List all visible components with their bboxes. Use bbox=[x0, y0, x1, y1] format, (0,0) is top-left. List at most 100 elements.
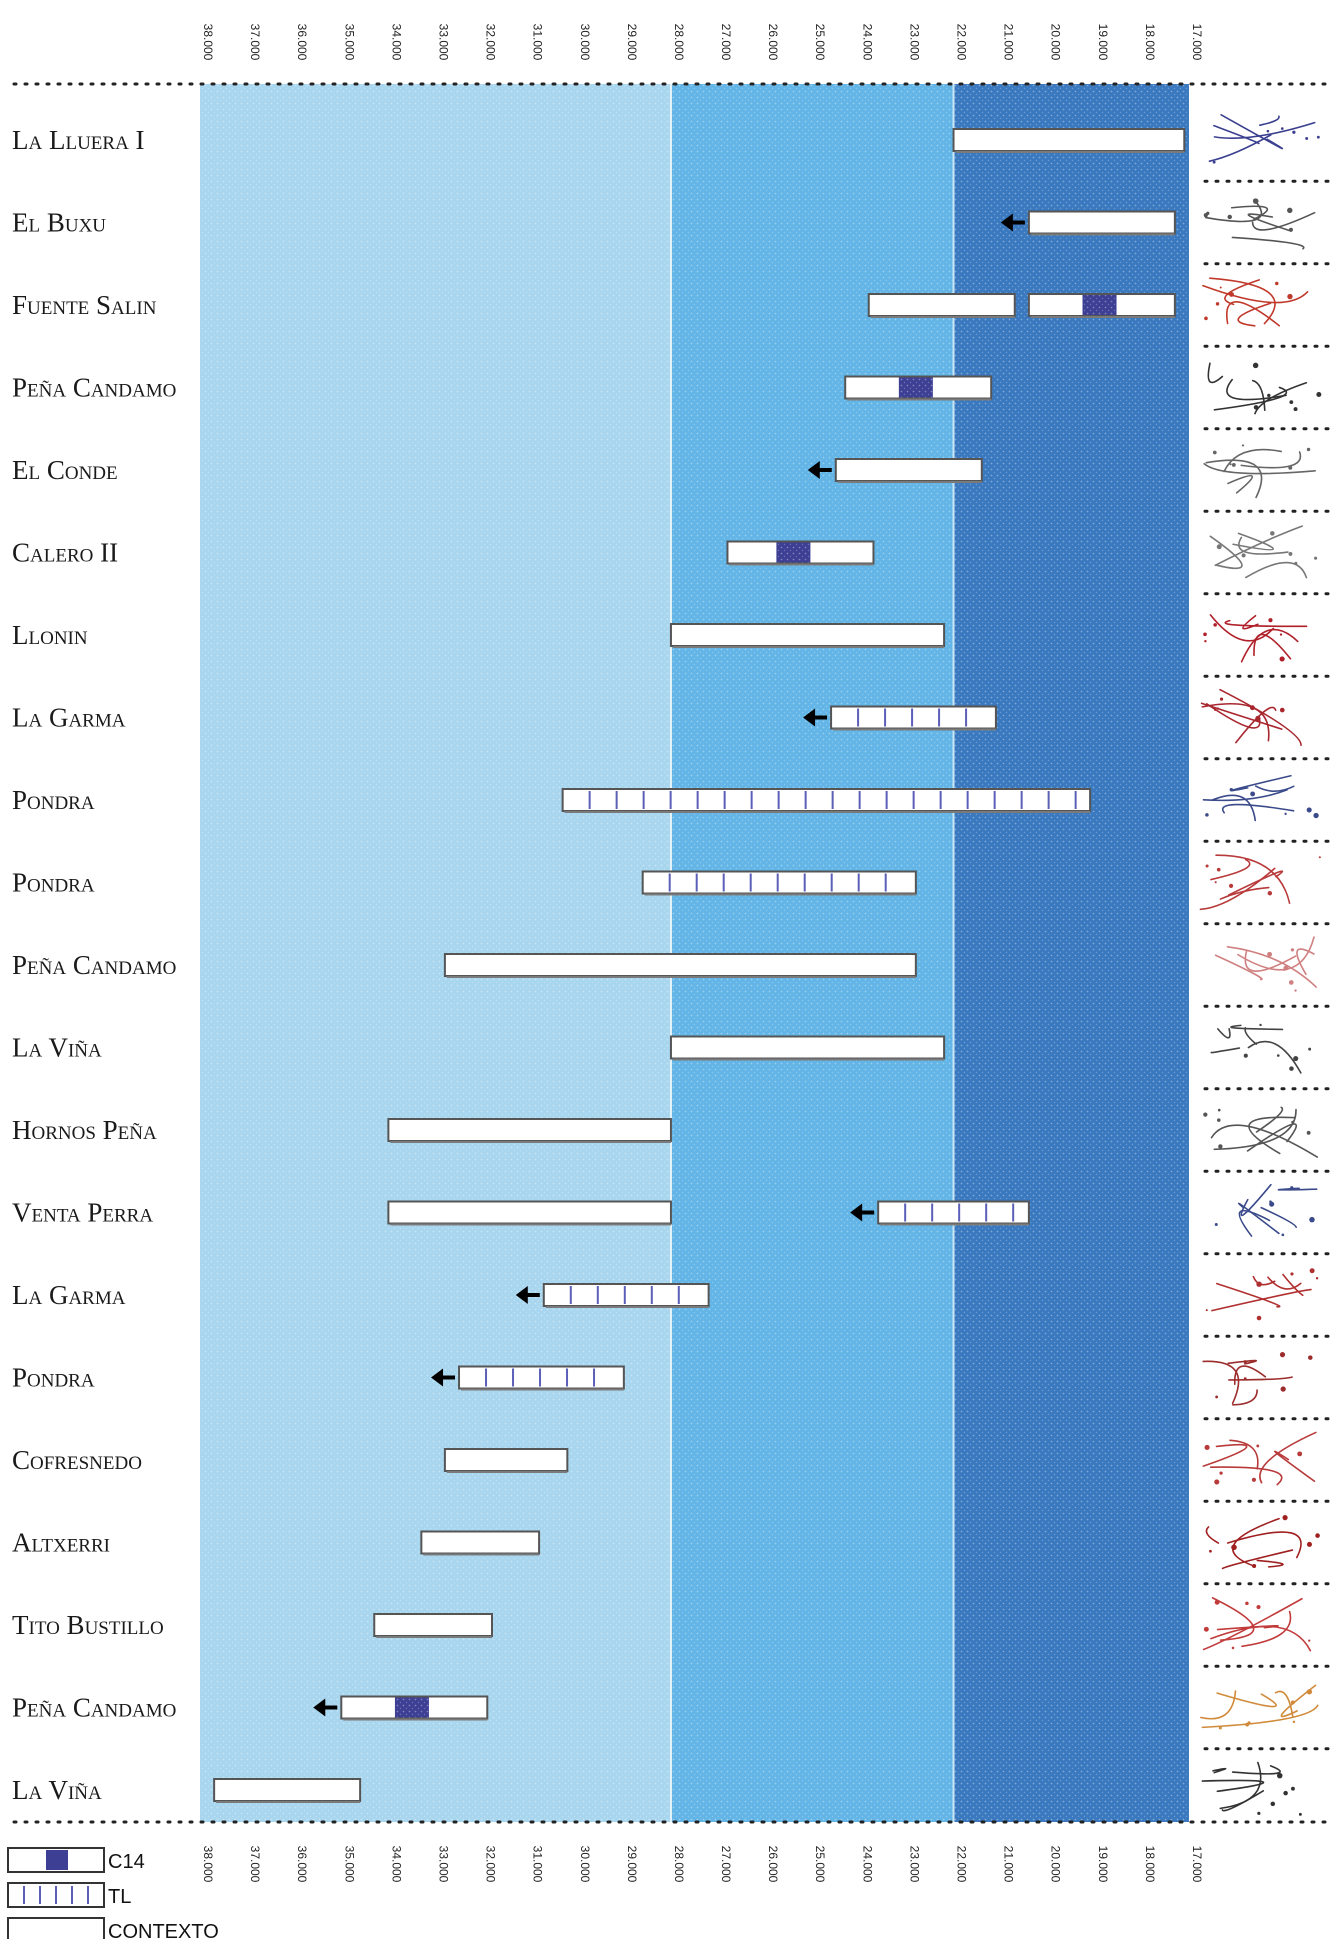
sketch-dot bbox=[1290, 948, 1295, 952]
c14-mark-texture bbox=[898, 377, 933, 398]
arrow-head bbox=[803, 708, 816, 727]
tick-label: 35.000 bbox=[342, 1846, 356, 1883]
date-range-bars bbox=[213, 128, 1186, 1803]
sketch-dot bbox=[1316, 392, 1322, 398]
sketch-dot bbox=[1218, 1144, 1223, 1149]
tick-label: 37.000 bbox=[248, 1846, 262, 1883]
sketch-dot bbox=[1204, 640, 1207, 643]
sketch-dot bbox=[1203, 213, 1208, 218]
dotted-separators bbox=[12, 82, 1332, 1824]
site-label: El Conde bbox=[12, 455, 118, 485]
bar-body bbox=[834, 458, 983, 482]
sketch-stroke bbox=[1213, 124, 1260, 145]
site-label: Peña Candamo bbox=[12, 1693, 176, 1723]
sketch-stroke bbox=[1202, 789, 1288, 802]
sketch-stroke bbox=[1206, 703, 1261, 729]
sketch-dot bbox=[1275, 281, 1279, 286]
sketch-stroke bbox=[1240, 451, 1302, 469]
sketch-dot bbox=[1283, 1790, 1288, 1796]
sketch-dot bbox=[1280, 1386, 1286, 1392]
tick-label: 25.000 bbox=[813, 24, 827, 61]
sketch-stroke bbox=[1217, 1028, 1231, 1039]
site-label: La Viña bbox=[12, 1775, 102, 1805]
sketch-stroke bbox=[1226, 1531, 1302, 1559]
sketch-dot bbox=[1245, 1722, 1250, 1727]
arrow-head bbox=[431, 1368, 444, 1387]
rock-art-thumbnail bbox=[1202, 1352, 1313, 1406]
tl-range-bar bbox=[830, 705, 997, 731]
sketch-stroke bbox=[1209, 535, 1243, 570]
sketch-stroke bbox=[1207, 362, 1224, 384]
sketch-dot bbox=[1214, 1599, 1220, 1605]
tick-label: 17.000 bbox=[1190, 24, 1204, 61]
top-axis: 38.000 37.000 36.000 35.000 34.000 33.000 32.0… bbox=[201, 24, 1204, 61]
sketch-dot bbox=[1253, 405, 1259, 410]
contexto-range-bar bbox=[669, 1035, 946, 1061]
rock-art-thumbnail bbox=[1202, 1431, 1317, 1486]
bottom-axis: 38.000 37.000 36.000 35.000 34.000 33.000 32.0… bbox=[201, 1846, 1204, 1883]
tick-label: 19.000 bbox=[1096, 1846, 1110, 1883]
sketch-stroke bbox=[1213, 1108, 1297, 1151]
sketch-stroke bbox=[1199, 867, 1276, 911]
sketch-dot bbox=[1281, 1233, 1285, 1237]
legend-item-contexto: CONTEXTO bbox=[7, 1917, 219, 1939]
sketch-dot bbox=[1214, 708, 1217, 711]
sketch-stroke bbox=[1226, 946, 1317, 988]
rock-art-thumbnail bbox=[1203, 1106, 1319, 1158]
sketch-stroke bbox=[1204, 198, 1263, 223]
sketch-dot bbox=[1308, 1639, 1311, 1642]
sketch-stroke bbox=[1201, 1779, 1265, 1793]
sketch-dot bbox=[1217, 1118, 1221, 1122]
rock-art-thumbnail bbox=[1203, 198, 1316, 250]
sketch-stroke bbox=[1219, 688, 1302, 747]
contexto-range-bar bbox=[867, 293, 1016, 318]
bar-body bbox=[641, 870, 917, 895]
sketch-dot bbox=[1205, 1309, 1208, 1312]
sketch-stroke bbox=[1210, 1047, 1241, 1054]
rock-art-thumbnail bbox=[1200, 688, 1302, 747]
sketch-dot bbox=[1267, 890, 1273, 896]
sketch-dot bbox=[1204, 316, 1208, 321]
sketch-dot bbox=[1290, 1272, 1294, 1276]
sketch-stroke bbox=[1202, 1597, 1303, 1651]
tick-label: 17.000 bbox=[1190, 1846, 1204, 1883]
sketch-dot bbox=[1290, 1186, 1294, 1190]
sketch-stroke bbox=[1253, 633, 1292, 660]
sketch-dot bbox=[1287, 207, 1293, 214]
band-texture bbox=[953, 84, 1189, 1822]
sketch-dot bbox=[1256, 1605, 1261, 1610]
tick-label: 34.000 bbox=[389, 1846, 403, 1883]
sketch-stroke bbox=[1219, 1761, 1262, 1810]
sketch-stroke bbox=[1223, 448, 1283, 473]
sketch-stroke bbox=[1200, 1690, 1237, 1720]
tick-label: 20.000 bbox=[1049, 1846, 1063, 1883]
sketch-dot bbox=[1214, 1479, 1220, 1485]
sketch-stroke bbox=[1211, 1288, 1312, 1312]
sketch-dot bbox=[1306, 1541, 1312, 1547]
bar-body bbox=[952, 128, 1186, 152]
legend-swatch bbox=[7, 1917, 105, 1939]
sketch-dot bbox=[1203, 1112, 1208, 1117]
sketch-dot bbox=[1259, 1023, 1262, 1027]
sketch-dot bbox=[1318, 856, 1321, 859]
tick-label: 36.000 bbox=[295, 1846, 309, 1883]
site-label: El Buxu bbox=[12, 208, 106, 238]
sketch-dot bbox=[1279, 707, 1285, 713]
contexto-range-bar bbox=[443, 1448, 569, 1473]
contexto-range-bar bbox=[373, 1613, 493, 1638]
legend-label: CONTEXTO bbox=[108, 1921, 219, 1939]
sketch-dot bbox=[1205, 864, 1209, 868]
sketch-stroke bbox=[1220, 114, 1284, 150]
sketch-dot bbox=[1313, 556, 1318, 560]
tick-label: 21.000 bbox=[1002, 24, 1016, 61]
sketch-stroke bbox=[1248, 1116, 1296, 1155]
sketch-dot bbox=[1288, 227, 1293, 232]
sketch-dot bbox=[1306, 807, 1312, 813]
sketch-dot bbox=[1216, 867, 1221, 872]
sketch-dot bbox=[1309, 1268, 1315, 1274]
contexto-range-bar bbox=[387, 1200, 672, 1226]
sketch-dot bbox=[1288, 551, 1293, 556]
rock-art-thumbnail bbox=[1208, 114, 1320, 164]
sketch-stroke bbox=[1209, 1466, 1283, 1486]
tl-range-bar bbox=[542, 1283, 710, 1308]
